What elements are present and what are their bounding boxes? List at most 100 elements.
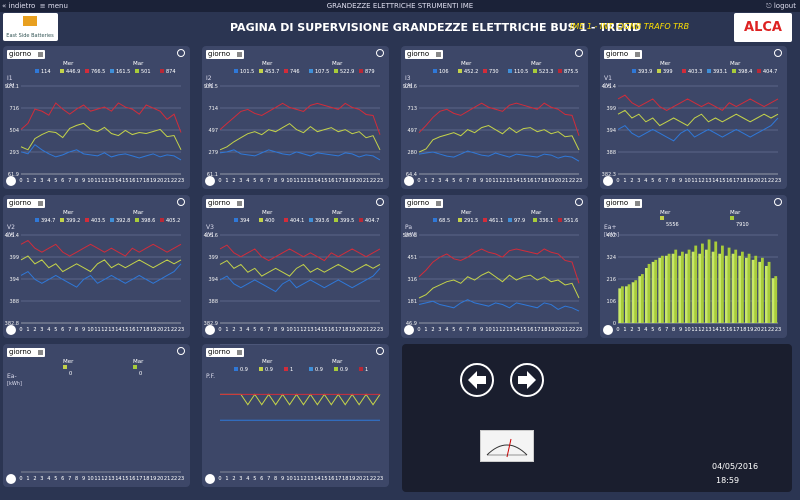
period-button[interactable]: giorno	[206, 50, 244, 59]
series-day-label: Mer	[63, 61, 74, 67]
y-tick-label: 716	[9, 106, 19, 112]
zoom-icon[interactable]	[205, 176, 215, 186]
legend-swatch	[458, 69, 462, 73]
legend-swatch	[309, 69, 313, 73]
trend-panel-7: giorno Ea+ [kWh] Mer Mar 0 106 216 324 432 0 1 2 3 4 5 6…	[600, 195, 787, 338]
logout-button[interactable]: ⎋ logout	[766, 2, 796, 10]
x-tick-label: 20	[555, 327, 561, 333]
series-line-1	[418, 299, 580, 312]
legend-swatch	[85, 218, 89, 222]
y-tick-label: 216	[606, 277, 616, 283]
zoom-icon[interactable]	[205, 325, 215, 335]
refresh-icon[interactable]	[575, 49, 583, 57]
period-button[interactable]: giorno	[7, 50, 45, 59]
period-button[interactable]: giorno	[604, 50, 642, 59]
back-button[interactable]: « indietro ≡ menu	[2, 2, 68, 10]
period-button[interactable]: giorno	[7, 348, 45, 357]
x-tick-label: 19	[349, 476, 355, 482]
x-tick-label: 22	[171, 327, 177, 333]
x-tick-label: 1	[424, 327, 427, 333]
control-panel: 04/05/2016 18:59	[402, 344, 792, 492]
dropdown-icon	[635, 52, 640, 57]
bar	[641, 274, 644, 323]
period-button[interactable]: giorno	[206, 348, 244, 357]
refresh-icon[interactable]	[376, 198, 384, 206]
x-tick-label: 15	[321, 476, 327, 482]
series-line-1	[617, 117, 779, 142]
x-tick-label: 2	[232, 476, 235, 482]
alca-logo: ALCA	[734, 13, 792, 42]
bar	[741, 251, 744, 323]
x-tick-label: 21	[761, 178, 767, 184]
period-button[interactable]: giorno	[405, 50, 443, 59]
period-button[interactable]: giorno	[405, 199, 443, 208]
x-tick-label: 5	[452, 178, 455, 184]
x-tick-label: 3	[637, 178, 640, 184]
bar	[661, 255, 664, 323]
legend-value: 453.7	[265, 69, 279, 75]
x-tick-label: 4	[246, 327, 249, 333]
period-button[interactable]: giorno	[206, 199, 244, 208]
x-tick-label: 3	[40, 476, 43, 482]
x-tick-label: 7	[267, 327, 270, 333]
refresh-icon[interactable]	[774, 198, 782, 206]
meter-icon[interactable]	[480, 430, 534, 462]
x-tick-label: 19	[150, 327, 156, 333]
next-arrow-button[interactable]	[510, 363, 544, 397]
x-tick-label: 10	[684, 327, 690, 333]
zoom-icon[interactable]	[603, 325, 613, 335]
bar	[721, 245, 724, 323]
refresh-icon[interactable]	[177, 198, 185, 206]
legend-swatch	[707, 69, 711, 73]
zoom-icon[interactable]	[6, 325, 16, 335]
refresh-icon[interactable]	[774, 49, 782, 57]
svg-text:East Side Batteries: East Side Batteries	[6, 33, 54, 39]
zoom-icon[interactable]	[404, 325, 414, 335]
current-date: 04/05/2016	[712, 462, 759, 471]
legend-value: 404.7	[365, 218, 379, 224]
series-line-0	[20, 122, 182, 151]
zoom-icon[interactable]	[205, 474, 215, 484]
zoom-icon[interactable]	[603, 176, 613, 186]
bar	[658, 257, 662, 323]
x-tick-label: 11	[691, 327, 697, 333]
period-button[interactable]: giorno	[604, 199, 642, 208]
x-tick-label: 20	[356, 178, 362, 184]
x-tick-label: 19	[150, 178, 156, 184]
series-day-label: Mar	[133, 359, 144, 365]
refresh-icon[interactable]	[376, 347, 384, 355]
legend-value: 400	[265, 218, 275, 224]
period-button[interactable]: giorno	[7, 199, 45, 208]
y-tick-label: 382.9	[204, 321, 218, 327]
x-tick-label: 7	[665, 327, 668, 333]
zoom-icon[interactable]	[6, 474, 16, 484]
zoom-icon[interactable]	[404, 176, 414, 186]
dropdown-icon	[436, 52, 441, 57]
x-tick-label: 11	[492, 327, 498, 333]
zoom-icon[interactable]	[6, 176, 16, 186]
x-tick-label: 5	[253, 178, 256, 184]
refresh-icon[interactable]	[177, 347, 185, 355]
x-tick-label: 23	[377, 327, 383, 333]
menu-button[interactable]: ≡ menu	[39, 2, 68, 10]
x-tick-label: 5	[54, 327, 57, 333]
refresh-icon[interactable]	[376, 49, 384, 57]
bar	[674, 249, 678, 323]
legend-swatch	[682, 69, 686, 73]
x-tick-label: 18	[143, 476, 149, 482]
x-tick-label: 9	[82, 178, 85, 184]
x-tick-label: 12	[499, 327, 505, 333]
series-day-label: Mar	[531, 61, 542, 67]
x-tick-label: 19	[548, 178, 554, 184]
refresh-icon[interactable]	[177, 49, 185, 57]
x-tick-label: 23	[178, 327, 184, 333]
x-tick-label: 20	[356, 327, 362, 333]
x-tick-label: 15	[122, 178, 128, 184]
legend-total: 7910	[736, 222, 749, 228]
x-tick-label: 5	[54, 178, 57, 184]
refresh-icon[interactable]	[575, 198, 583, 206]
x-tick-label: 18	[342, 178, 348, 184]
bar	[681, 251, 684, 323]
prev-arrow-button[interactable]	[460, 363, 494, 397]
